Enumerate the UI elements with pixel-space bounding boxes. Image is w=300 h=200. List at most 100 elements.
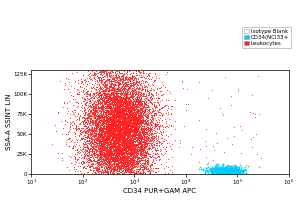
Point <box>111 100 116 103</box>
Point <box>137 169 142 172</box>
Point <box>121 163 126 166</box>
Point <box>121 156 126 159</box>
Point <box>112 150 117 154</box>
Point <box>89 141 94 144</box>
Point <box>117 110 122 114</box>
Point <box>138 148 143 151</box>
Point <box>125 103 130 106</box>
Point <box>109 112 113 115</box>
Point <box>148 128 153 131</box>
Point <box>118 160 123 164</box>
Point <box>110 122 115 125</box>
Point <box>142 141 147 145</box>
Point <box>137 70 142 73</box>
Point <box>130 112 134 115</box>
Point <box>140 105 145 108</box>
Point <box>111 158 116 161</box>
Point <box>112 142 117 145</box>
Point <box>127 171 132 174</box>
Point <box>98 135 103 139</box>
Point <box>112 120 117 123</box>
Point <box>120 131 125 134</box>
Point <box>120 122 125 125</box>
Point <box>130 88 135 92</box>
Point <box>105 128 110 132</box>
Point <box>121 140 126 143</box>
Point <box>99 129 104 132</box>
Point <box>121 170 126 173</box>
Point <box>80 137 84 140</box>
Point <box>134 119 139 122</box>
Point <box>95 136 100 139</box>
Point <box>105 162 110 165</box>
Point <box>93 109 98 112</box>
Point <box>113 156 118 159</box>
Point <box>142 118 147 121</box>
Point <box>112 119 117 123</box>
Point <box>142 148 146 151</box>
Point <box>159 137 164 140</box>
Point <box>134 157 139 161</box>
Point <box>88 137 92 140</box>
Point <box>107 125 112 128</box>
Point <box>97 157 101 160</box>
Point <box>115 97 119 100</box>
Point <box>158 113 162 116</box>
Point <box>104 133 109 136</box>
Point <box>103 109 108 112</box>
Point <box>122 78 127 81</box>
Point <box>135 168 140 171</box>
Point <box>114 166 119 169</box>
Point <box>141 151 146 154</box>
Point <box>154 104 158 107</box>
Point <box>131 124 136 127</box>
Point <box>112 96 117 99</box>
Point <box>110 126 115 129</box>
Point <box>103 140 107 143</box>
Point <box>119 89 124 92</box>
Point <box>89 116 94 119</box>
Point <box>101 88 106 91</box>
Point <box>124 84 129 87</box>
Point <box>91 121 96 124</box>
Point <box>141 110 146 114</box>
Point <box>127 102 132 106</box>
Point <box>112 96 116 99</box>
Point <box>108 118 113 121</box>
Point <box>107 134 112 137</box>
Point <box>114 127 119 131</box>
Point <box>103 96 108 99</box>
Point <box>77 122 82 126</box>
Point <box>123 126 128 130</box>
Point <box>101 84 106 87</box>
Point <box>132 153 136 156</box>
Point <box>98 120 103 124</box>
Point <box>133 101 138 104</box>
Point <box>99 113 104 116</box>
Point <box>225 167 230 170</box>
Point <box>241 169 246 173</box>
Point <box>92 142 97 146</box>
Point <box>169 156 174 159</box>
Point <box>124 125 129 128</box>
Point <box>122 114 127 117</box>
Point <box>124 112 128 116</box>
Point <box>204 128 208 131</box>
Point <box>139 135 144 138</box>
Point <box>104 109 109 112</box>
Point <box>123 156 128 159</box>
Point <box>87 155 92 158</box>
Point <box>92 134 96 138</box>
Point <box>93 102 98 105</box>
Point <box>147 78 152 81</box>
Point <box>130 143 134 146</box>
Point <box>130 116 135 119</box>
Point <box>124 113 129 116</box>
Point <box>90 99 95 102</box>
Point <box>144 156 148 159</box>
Point <box>103 87 108 90</box>
Point <box>97 116 102 119</box>
Point <box>96 78 101 81</box>
Point <box>110 101 115 104</box>
Point <box>90 159 95 162</box>
